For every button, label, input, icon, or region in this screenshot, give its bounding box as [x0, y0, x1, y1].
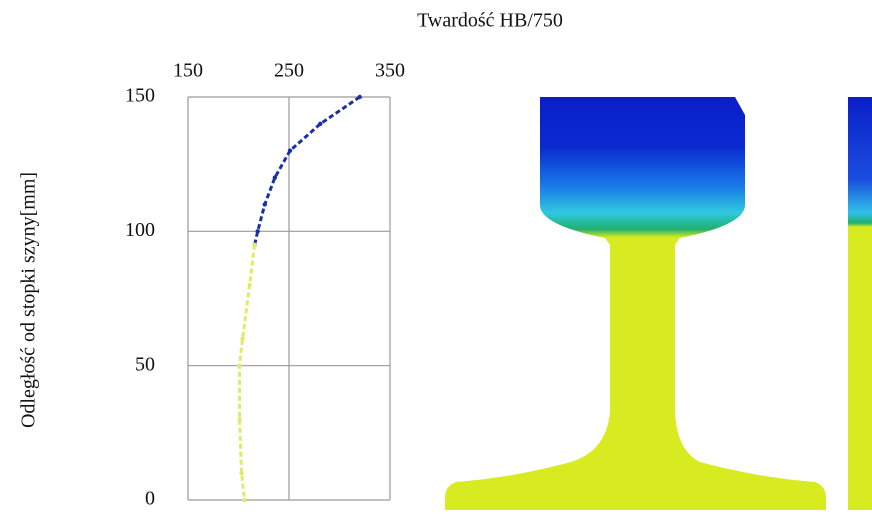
data-point [358, 95, 362, 99]
x-tick-label: 150 [173, 60, 203, 82]
data-point [237, 363, 241, 367]
data-point [288, 149, 292, 153]
chart: Twardość HB/750 Odległość od stopki szyn… [0, 0, 872, 519]
data-point [263, 202, 267, 206]
y-axis-label: Odległość od stopki szyny[mm] [18, 172, 40, 428]
x-tick-label: 250 [274, 60, 304, 82]
y-tick-label: 0 [145, 488, 155, 510]
data-point [255, 229, 259, 233]
rail-cross-section [445, 97, 826, 510]
data-point [273, 175, 277, 179]
data-point [237, 417, 241, 421]
x-tick-label: 350 [375, 60, 405, 82]
chart-title: Twardość HB/750 [417, 10, 563, 32]
color-bar [848, 97, 872, 510]
data-point [242, 498, 246, 502]
y-tick-label: 50 [135, 353, 155, 375]
y-tick-label: 150 [125, 85, 155, 107]
data-point [240, 337, 244, 341]
data-point [239, 471, 243, 475]
data-point [318, 122, 322, 126]
data-point [252, 243, 256, 247]
hardness-line [240, 245, 255, 500]
y-tick-label: 100 [125, 219, 155, 241]
hardness-line [255, 97, 360, 245]
data-point [247, 283, 251, 287]
